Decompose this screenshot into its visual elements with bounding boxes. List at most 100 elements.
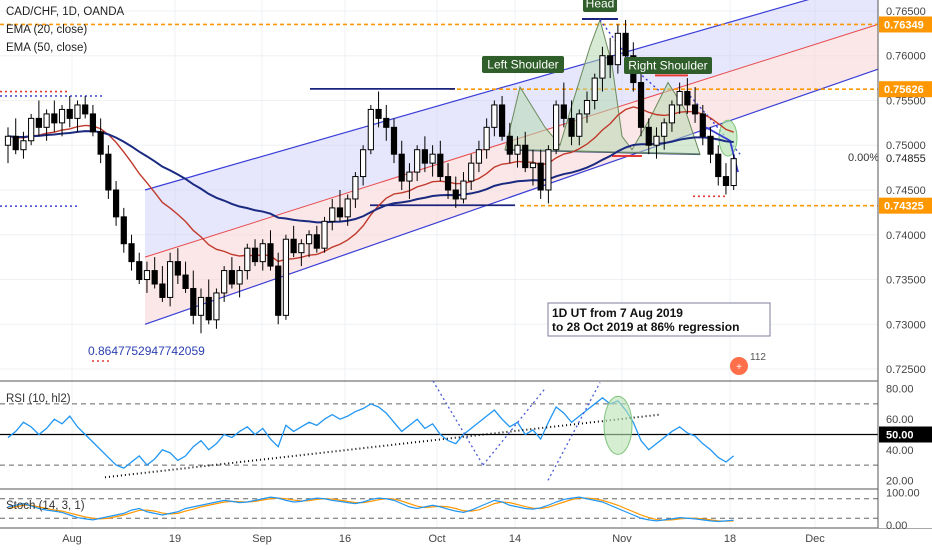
- candle-body: [251, 247, 259, 263]
- candle-body: [715, 153, 722, 178]
- candle-body: [614, 32, 621, 66]
- candlesticks: [4, 19, 737, 334]
- candle-body: [475, 149, 483, 164]
- time-tick-1: 19: [169, 533, 181, 545]
- candle-body: [645, 126, 652, 146]
- candle-body: [483, 126, 490, 151]
- candle-body: [221, 270, 228, 294]
- stoch-tick-0: 100.00: [886, 487, 920, 499]
- candle-body: [290, 238, 297, 254]
- candle-body: [97, 131, 104, 155]
- rsi-tick-1: 60.00: [886, 414, 914, 426]
- candle-body: [51, 113, 58, 124]
- price-tag-1: 0.75626: [884, 84, 924, 96]
- candle-body: [66, 108, 73, 119]
- candle-body: [414, 149, 421, 173]
- candle-body: [74, 104, 81, 119]
- current-price-label: 0.74855: [886, 153, 926, 165]
- price-tag-2: 0.74325: [884, 201, 924, 213]
- time-tick-6: Nov: [612, 533, 632, 545]
- candle-body: [89, 113, 97, 133]
- stoch-label: Stoch (14, 3, 1): [6, 500, 85, 512]
- annotation-box: [547, 302, 771, 337]
- rsi-tick-2: 40.00: [886, 445, 914, 457]
- rsi-current-bg: [879, 426, 932, 443]
- rsi-trendline: [104, 413, 661, 479]
- stoch-d-line: [7, 497, 734, 522]
- candle-body: [560, 104, 567, 119]
- candle-body: [205, 296, 212, 321]
- candle-body: [514, 144, 521, 155]
- candle-body: [444, 176, 452, 191]
- ema20-legend[interactable]: EMA (20, close): [6, 24, 88, 36]
- candle-body: [167, 261, 174, 298]
- candle-body: [537, 162, 544, 191]
- candle-body: [691, 104, 699, 115]
- candle-body: [668, 104, 676, 124]
- candle-body: [576, 113, 583, 137]
- candle-body: [367, 108, 374, 151]
- price-tick-8: 0.72500: [886, 364, 926, 376]
- price-tick-7: 0.73000: [886, 319, 926, 331]
- candle-body: [375, 108, 382, 119]
- time-tick-2: Sep: [252, 533, 272, 545]
- candle-body: [545, 149, 552, 191]
- candle-body: [143, 270, 151, 281]
- stoch-tick-1: 0.00: [886, 520, 907, 532]
- candle-body: [468, 162, 475, 182]
- price-tick-4: 0.74500: [886, 185, 926, 197]
- candle-body: [105, 153, 112, 191]
- candle-body: [661, 122, 668, 137]
- candle-body: [553, 104, 560, 151]
- time-tick-7: 18: [724, 533, 736, 545]
- ema20-line: [7, 106, 734, 263]
- candle-body: [120, 216, 127, 245]
- price-tag-bg-0: [879, 16, 932, 33]
- candle-body: [699, 113, 706, 137]
- candle-body: [159, 283, 166, 298]
- right-shoulder-label: Right Shoulder: [628, 59, 707, 73]
- candle-body: [182, 274, 189, 289]
- price-axis: 0.76500 0.76000 0.75500 0.75000 0.74500 0.740…: [877, 0, 932, 532]
- channel-lower-line: [144, 68, 879, 325]
- candle-body: [684, 91, 691, 106]
- candle-body: [58, 108, 66, 124]
- rsi-dotted-1: [432, 380, 484, 466]
- candle-body: [568, 117, 575, 137]
- candle-body: [722, 176, 730, 187]
- price-tag-bg-2: [879, 197, 932, 214]
- candle-body: [344, 198, 351, 218]
- rsi-dotted-3: [547, 382, 601, 481]
- channel-upper-line: [144, 0, 810, 191]
- alert-icon-glyph: +: [736, 362, 742, 373]
- candle-body: [136, 261, 143, 281]
- candle-body: [383, 117, 390, 128]
- candle-body: [12, 135, 19, 151]
- candle-body: [28, 117, 35, 142]
- stoch-k-line: [7, 496, 734, 523]
- price-tick-2: 0.75500: [886, 95, 926, 107]
- time-tick-0: Aug: [62, 533, 82, 545]
- annotations: Head Left Shoulder Right Shoulder 1D UT fro…: [88, 0, 879, 375]
- candle-body: [190, 287, 197, 316]
- candle-body: [529, 162, 537, 169]
- candle-body: [707, 135, 714, 155]
- ema50-line: [7, 130, 734, 224]
- candle-body: [591, 77, 598, 101]
- rsi-tick-3: 20.00: [886, 475, 914, 487]
- symbol-legend[interactable]: CAD/CHF, 1D, OANDA: [6, 6, 125, 18]
- candle-body: [452, 189, 459, 200]
- annotation-line2: to 28 Oct 2019 at 86% regression: [552, 320, 739, 334]
- rsi-current-label: 50.00: [886, 430, 914, 442]
- ema50-legend[interactable]: EMA (50, close): [6, 42, 88, 54]
- candle-body: [437, 153, 444, 178]
- price-tick-3: 0.75000: [886, 140, 926, 152]
- fib-ratio-text: 0.8647752947742059: [88, 344, 205, 358]
- candle-body: [112, 189, 120, 218]
- time-tick-5: 14: [509, 533, 521, 545]
- candle-body: [390, 126, 398, 155]
- percent-label: 0.00%: [848, 152, 879, 164]
- candle-body: [174, 261, 181, 276]
- candle-body: [522, 144, 529, 169]
